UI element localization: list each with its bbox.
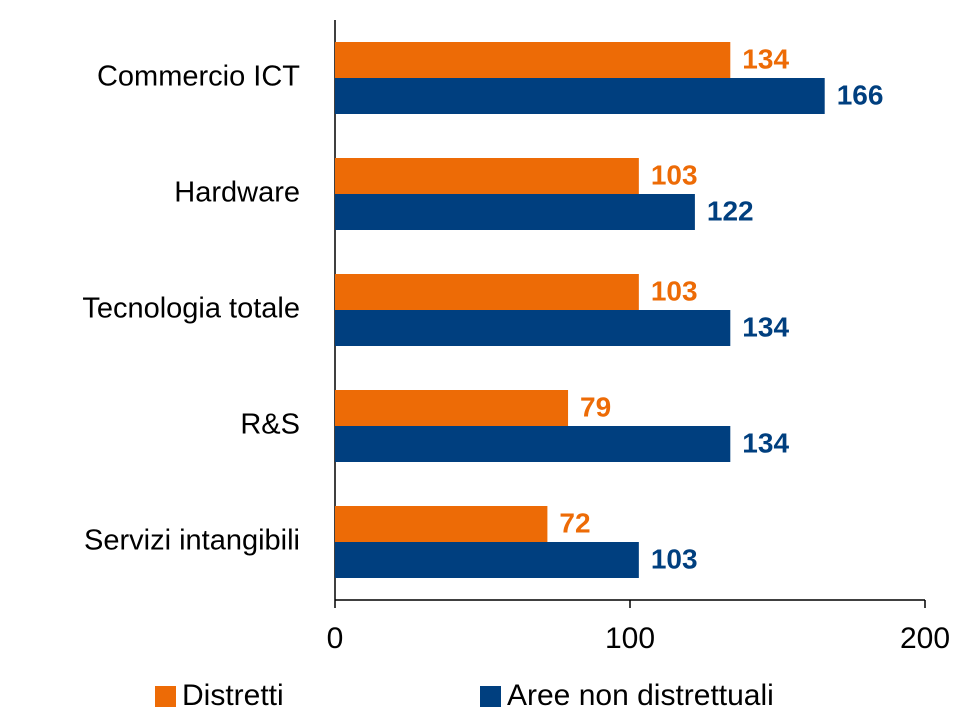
legend-swatch [155, 686, 176, 707]
data-label: 72 [559, 507, 590, 538]
bar [335, 194, 695, 230]
y-tick-label: Commercio ICT [97, 61, 300, 93]
data-label: 122 [707, 195, 754, 226]
data-label: 103 [651, 275, 698, 306]
bar [335, 274, 639, 310]
bar [335, 78, 825, 114]
bar [335, 310, 731, 346]
bar [335, 542, 639, 578]
legend-label: Aree non distrettuali [507, 679, 774, 712]
bar [335, 390, 569, 426]
data-label: 103 [651, 543, 698, 574]
legend-swatch [480, 686, 501, 707]
x-tick-label: 100 [605, 622, 655, 655]
y-tick-label: Servizi intangibili [84, 525, 300, 557]
data-label: 134 [742, 43, 789, 74]
bar [335, 506, 548, 542]
bar [335, 158, 639, 194]
y-tick-label: R&S [240, 409, 300, 441]
data-label: 166 [837, 79, 884, 110]
y-tick-label: Tecnologia totale [82, 293, 300, 325]
bar [335, 426, 731, 462]
data-label: 134 [742, 427, 789, 458]
data-label: 79 [580, 391, 611, 422]
legend-label: Distretti [182, 679, 284, 712]
x-tick-label: 200 [900, 622, 950, 655]
x-tick-label: 0 [327, 622, 344, 655]
bar [335, 42, 731, 78]
data-label: 103 [651, 159, 698, 190]
data-label: 134 [742, 311, 789, 342]
y-tick-label: Hardware [174, 177, 300, 209]
